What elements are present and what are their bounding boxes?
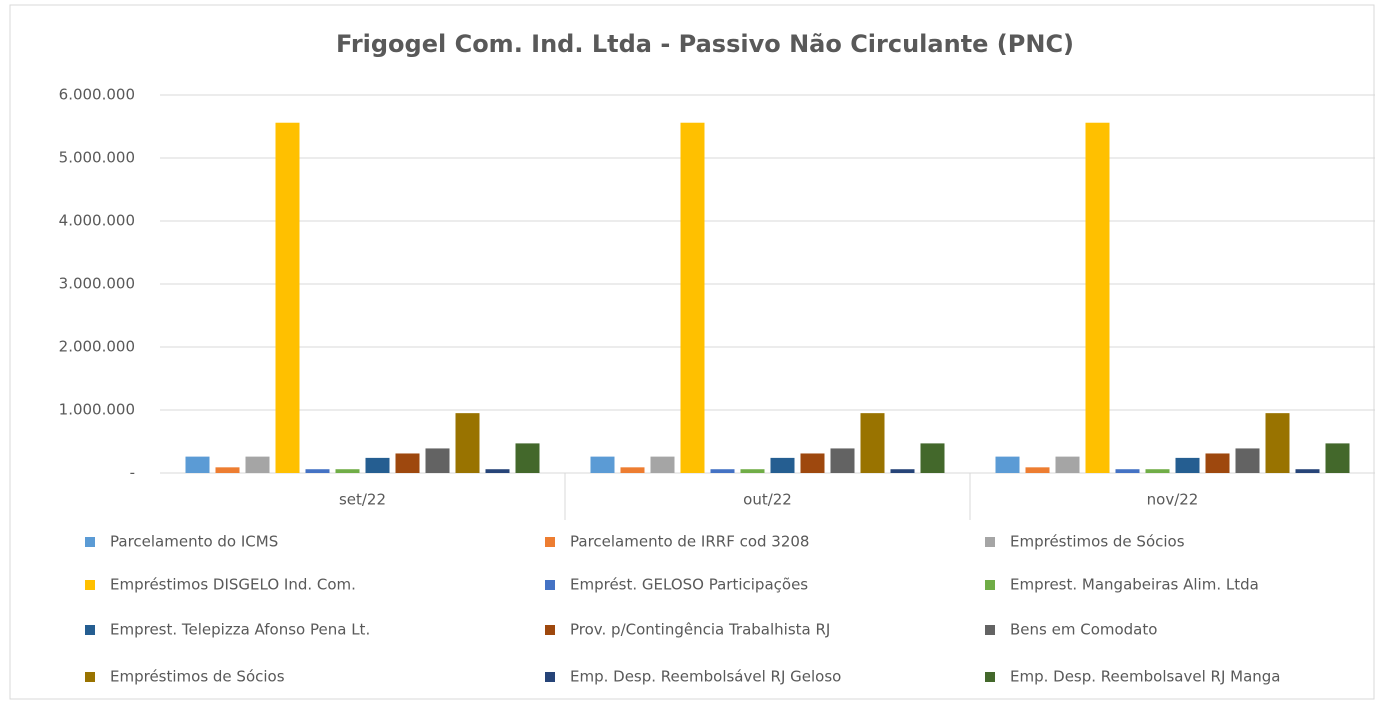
bar bbox=[1175, 457, 1200, 473]
bar bbox=[830, 448, 855, 473]
legend-swatch bbox=[985, 537, 995, 547]
bar bbox=[860, 413, 885, 473]
legend-swatch bbox=[545, 672, 555, 682]
legend-swatch bbox=[85, 672, 95, 682]
legend-label: Emprest. Telepizza Afonso Pena Lt. bbox=[110, 621, 370, 639]
y-tick-label: 2.000.000 bbox=[59, 338, 135, 356]
bar bbox=[680, 122, 705, 473]
bar bbox=[920, 443, 945, 473]
x-tick-label: set/22 bbox=[339, 491, 386, 509]
bar bbox=[890, 469, 915, 473]
y-tick-label: 3.000.000 bbox=[59, 275, 135, 293]
bar bbox=[650, 456, 675, 473]
bar bbox=[800, 453, 825, 473]
bar bbox=[1055, 456, 1080, 473]
legend-label: Emprest. Mangabeiras Alim. Ltda bbox=[1010, 576, 1259, 594]
legend-swatch bbox=[85, 625, 95, 635]
legend-label: Emp. Desp. Reembolsavel RJ Manga bbox=[1010, 668, 1281, 686]
legend-swatch bbox=[545, 625, 555, 635]
y-tick-label: 1.000.000 bbox=[59, 401, 135, 419]
legend-swatch bbox=[545, 580, 555, 590]
bar bbox=[1325, 443, 1350, 473]
bar bbox=[515, 443, 540, 473]
bar bbox=[245, 456, 270, 473]
legend-label: Parcelamento do ICMS bbox=[110, 533, 278, 551]
y-tick-label: - bbox=[130, 464, 135, 482]
legend-label: Empréstimos de Sócios bbox=[1010, 533, 1185, 551]
legend-label: Emp. Desp. Reembolsável RJ Geloso bbox=[570, 668, 841, 686]
legend-swatch bbox=[85, 537, 95, 547]
x-tick-label: out/22 bbox=[743, 491, 792, 509]
y-tick-label: 4.000.000 bbox=[59, 212, 135, 230]
bar bbox=[590, 456, 615, 473]
y-tick-label: 5.000.000 bbox=[59, 149, 135, 167]
bar bbox=[1025, 467, 1050, 473]
bar bbox=[710, 469, 735, 473]
legend-label: Emprést. GELOSO Participações bbox=[570, 576, 808, 594]
bar bbox=[215, 467, 240, 473]
x-tick-label: nov/22 bbox=[1147, 491, 1199, 509]
bar bbox=[1295, 469, 1320, 473]
bar bbox=[305, 469, 330, 473]
bar bbox=[770, 457, 795, 473]
bar bbox=[995, 456, 1020, 473]
bar bbox=[455, 413, 480, 473]
legend-label: Empréstimos de Sócios bbox=[110, 668, 285, 686]
bar bbox=[1235, 448, 1260, 473]
legend-label: Prov. p/Contingência Trabalhista RJ bbox=[570, 621, 830, 639]
bar bbox=[395, 453, 420, 473]
bar bbox=[620, 467, 645, 473]
y-tick-label: 6.000.000 bbox=[59, 86, 135, 104]
bar bbox=[485, 469, 510, 473]
legend-swatch bbox=[985, 580, 995, 590]
legend-swatch bbox=[985, 625, 995, 635]
bar bbox=[185, 456, 210, 473]
bar bbox=[275, 122, 300, 473]
bar bbox=[365, 457, 390, 473]
bar bbox=[1085, 122, 1110, 473]
legend-label: Empréstimos DISGELO Ind. Com. bbox=[110, 576, 356, 594]
bar bbox=[1205, 453, 1230, 473]
chart-title: Frigogel Com. Ind. Ltda - Passivo Não Ci… bbox=[336, 30, 1074, 58]
bar bbox=[335, 469, 360, 473]
bar bbox=[1145, 469, 1170, 473]
bar bbox=[425, 448, 450, 473]
bar bbox=[1265, 413, 1290, 473]
bar bbox=[1115, 469, 1140, 473]
legend-swatch bbox=[545, 537, 555, 547]
legend-swatch bbox=[985, 672, 995, 682]
bar bbox=[740, 469, 765, 473]
legend-swatch bbox=[85, 580, 95, 590]
legend-label: Parcelamento de IRRF cod 3208 bbox=[570, 533, 809, 551]
legend-label: Bens em Comodato bbox=[1010, 621, 1157, 639]
